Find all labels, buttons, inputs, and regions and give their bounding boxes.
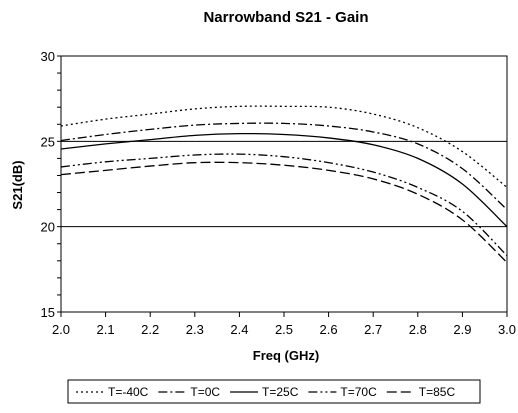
axis-ticks: 15 20 25 30 2.0 2.1 2.2 2.3 2.4 2.5 2.6 2.7 2.8 2.9 3.… [41, 49, 517, 337]
x-tick-label-2.3: 2.3 [186, 322, 204, 337]
legend-label-T=85C: T=85C [419, 385, 456, 399]
x-tick-label-2.5: 2.5 [275, 322, 293, 337]
x-tick-label-2.0: 2.0 [52, 322, 70, 337]
x-tick-label-2.4: 2.4 [230, 322, 248, 337]
x-tick-label-2.8: 2.8 [409, 322, 427, 337]
x-axis-label: Freq (GHz) [253, 348, 319, 363]
series-line-T=-40C [60, 105, 508, 188]
y-tick-label-25: 25 [41, 134, 55, 149]
series-line-T=25C [60, 132, 508, 228]
series-line-T=70C [60, 153, 508, 257]
y-axis-label: S21(dB) [10, 160, 25, 209]
y-tick-label-15: 15 [41, 305, 55, 320]
legend-box [67, 379, 481, 404]
x-tick-label-2.7: 2.7 [364, 322, 382, 337]
legend: T=-40C T=0C T=25C T=70C T=85C [67, 379, 481, 404]
x-tick-label-2.2: 2.2 [141, 322, 159, 337]
y-tick-label-20: 20 [41, 220, 55, 235]
chart-title: Narrowband S21 - Gain [203, 9, 368, 26]
y-tick-label-30: 30 [41, 49, 55, 64]
grid-lines [61, 140, 507, 228]
plot-area [60, 55, 508, 313]
x-tick-label-2.9: 2.9 [453, 322, 471, 337]
legend-label-T=0C: T=0C [190, 385, 220, 399]
x-tick-label-2.1: 2.1 [97, 322, 115, 337]
series-line-T=0C [60, 122, 508, 211]
x-tick-label-3.0: 3.0 [498, 322, 516, 337]
legend-label-T=25C: T=25C [262, 385, 299, 399]
series-lines [60, 105, 508, 263]
series-line-T=85C [60, 161, 508, 263]
legend-label-T=-40C: T=-40C [108, 385, 149, 399]
legend-label-T=70C: T=70C [340, 385, 377, 399]
x-tick-label-2.6: 2.6 [320, 322, 338, 337]
